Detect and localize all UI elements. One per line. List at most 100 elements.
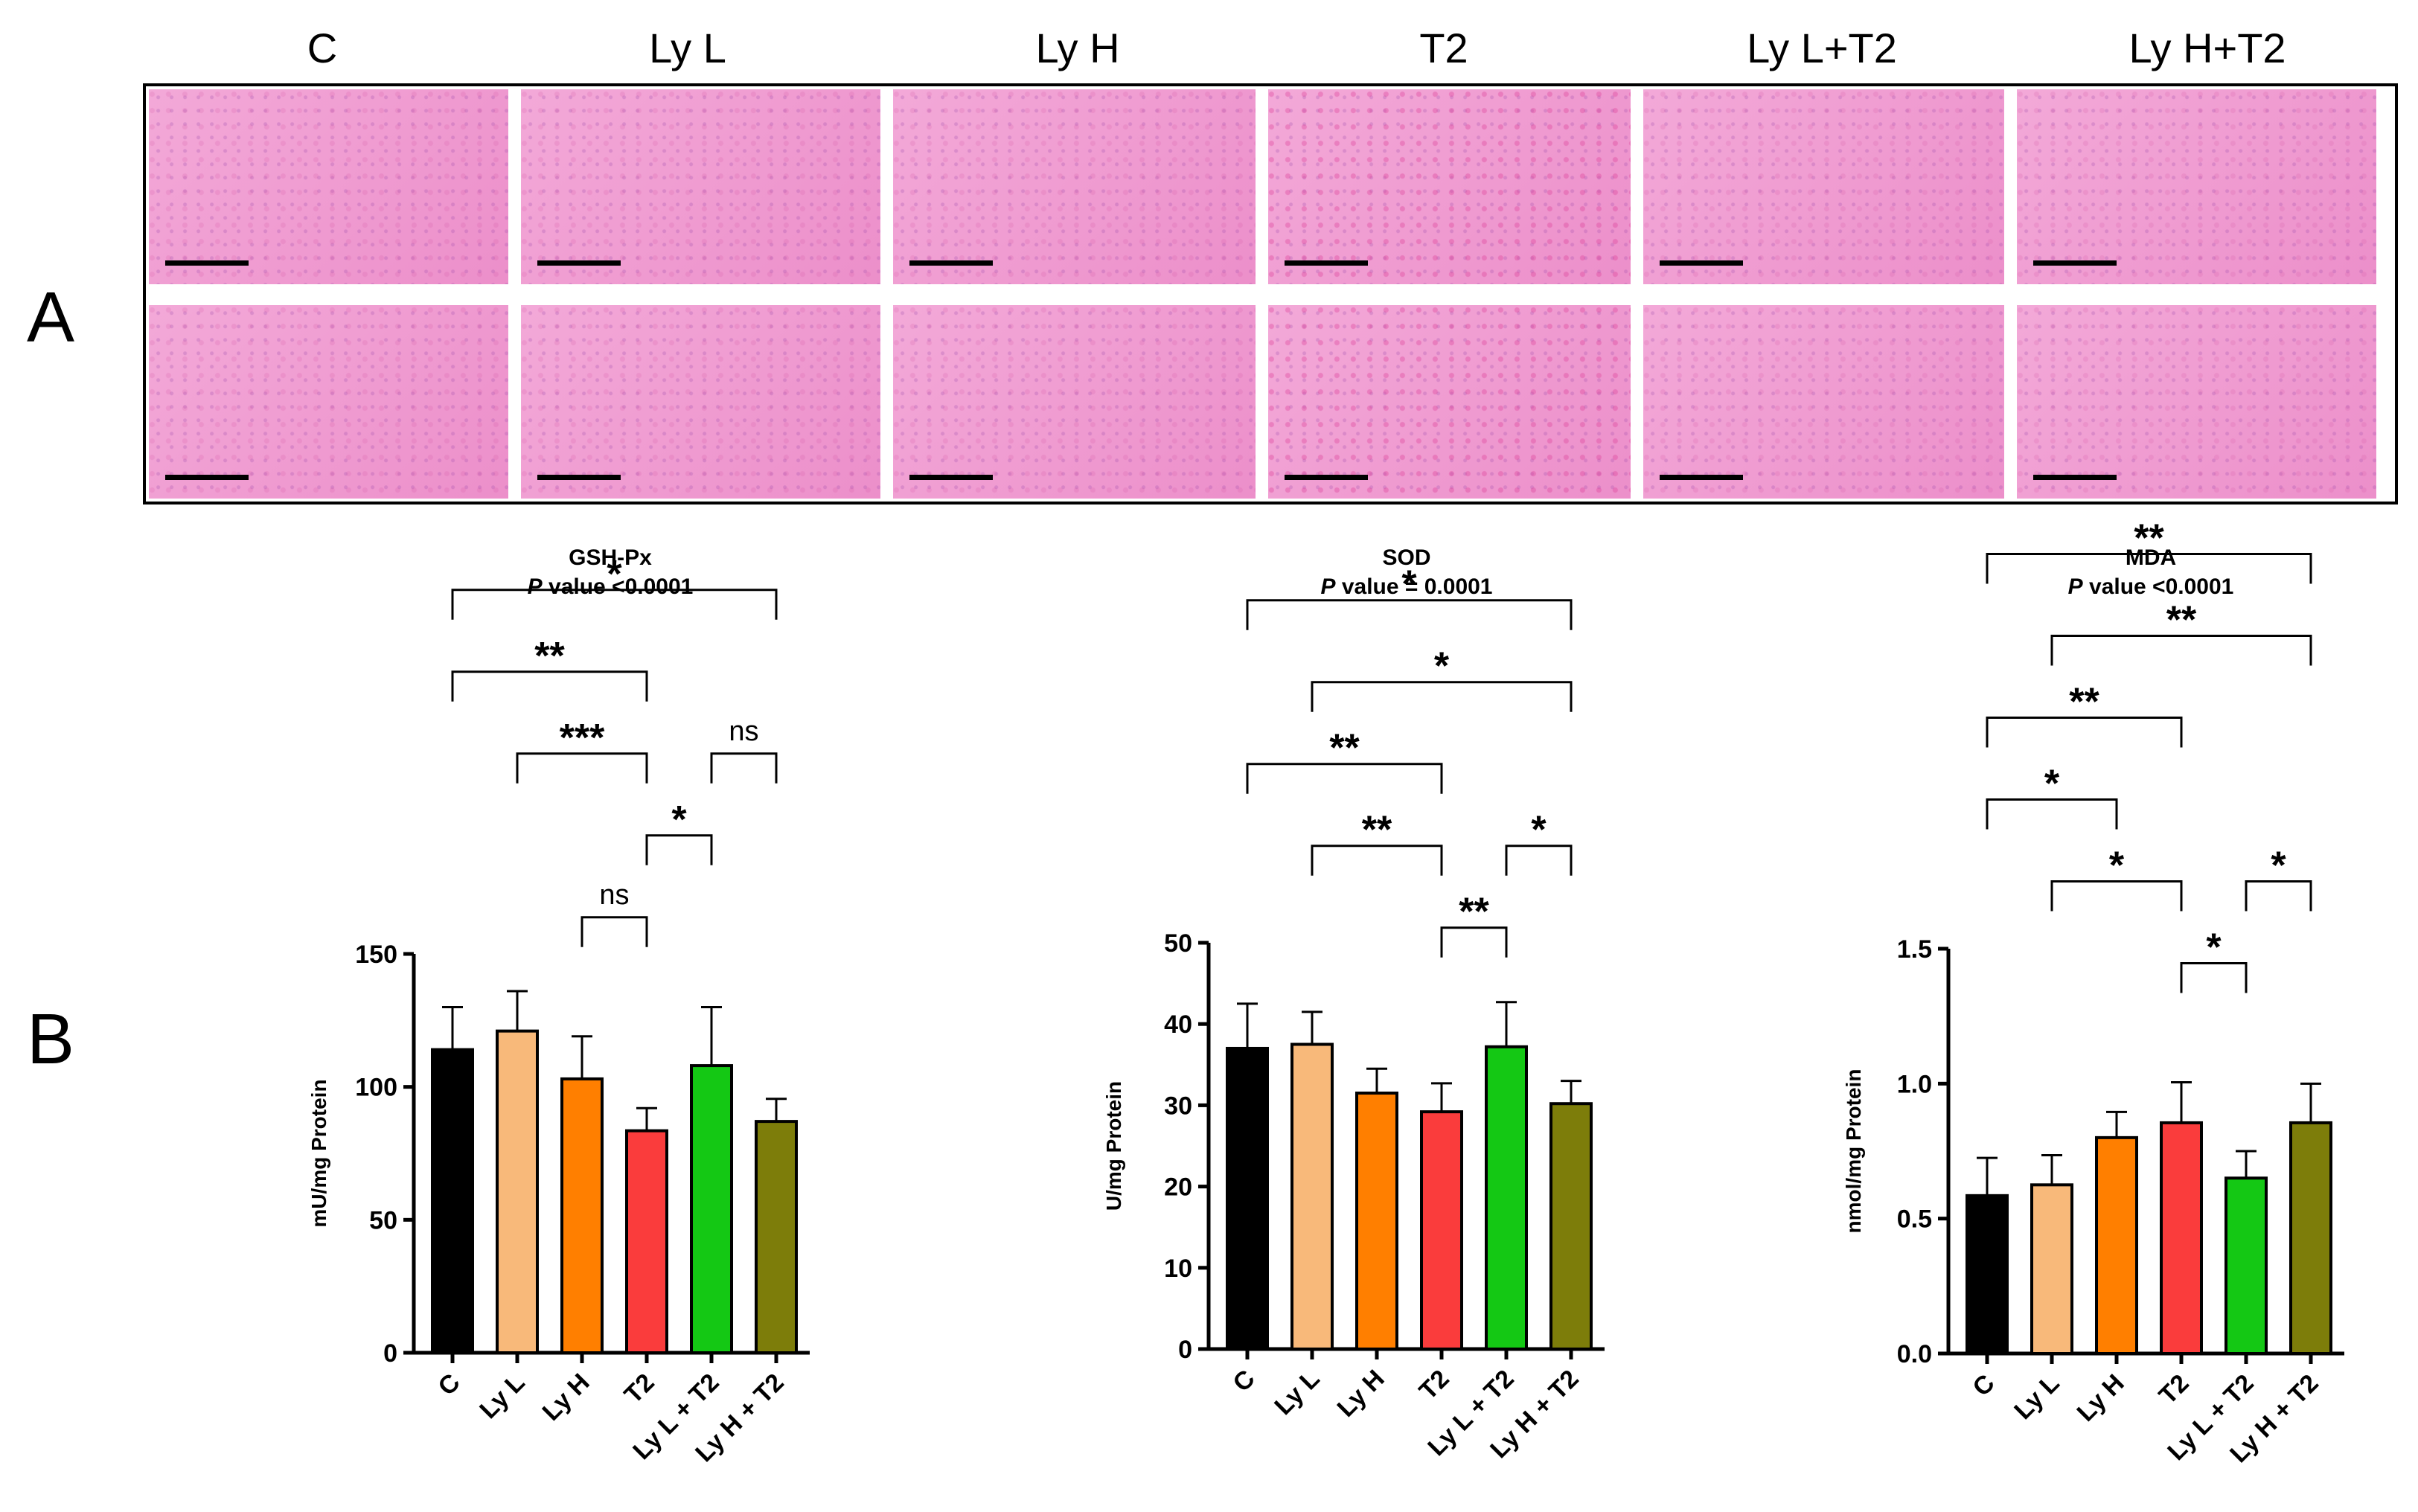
histology-tile [893, 305, 1256, 499]
significance-label: ns [599, 880, 629, 911]
column-label-ly-l-t2: Ly L+T2 [1747, 25, 1897, 71]
scale-bar [1660, 475, 1743, 480]
significance-label: ** [1362, 809, 1392, 852]
panel-a-histology: A C Ly L Ly H T2 Ly L+T2 Ly H+T2 [0, 0, 2418, 521]
significance-bracket [1440, 926, 1508, 958]
x-tick-label: C [1227, 1365, 1260, 1397]
histology-tile [1643, 305, 2004, 499]
significance-bracket [1986, 798, 2118, 830]
significance-bracket [451, 670, 648, 702]
panel-label-b: B [27, 999, 75, 1079]
chart-sod: SOD P value = 0.0001 0 10 20 30 40 50 U/mg Prote… [1102, 545, 1605, 1464]
y-tick-label: 0.5 [1897, 1205, 1932, 1234]
significance-label: * [671, 798, 687, 842]
significance-label: ** [2069, 681, 2099, 724]
significance-label: * [2044, 763, 2060, 806]
significance-label: ** [2166, 599, 2197, 642]
significance-bracket [516, 752, 648, 784]
histology-tile [2017, 305, 2376, 499]
significance-label: ** [534, 635, 565, 678]
chart-gsh-px: GSH-Px P value <0.0001 0 50 100 150 mU/mg Prot… [307, 545, 810, 1467]
significance-bracket [2050, 880, 2183, 912]
y-axis-label: nmol/mg Protein [1842, 1069, 1865, 1234]
bar [560, 1077, 604, 1354]
significance-label: * [2109, 845, 2125, 888]
bar [1226, 1046, 1269, 1351]
y-tick-label: 30 [1164, 1092, 1192, 1120]
scale-bar [537, 260, 621, 266]
histology-tile [149, 305, 508, 499]
scale-bar [2033, 260, 2117, 266]
chart-title: SOD [1382, 545, 1430, 570]
x-tick-label: C [1967, 1369, 2000, 1402]
significance-label: * [1531, 809, 1547, 852]
subtitle-text: value <0.0001 [543, 574, 694, 599]
y-tick-label: 1.5 [1897, 935, 1932, 964]
histology-tile [521, 89, 880, 284]
significance-bracket [580, 916, 648, 947]
bar [496, 1029, 539, 1354]
y-tick-label: 1.0 [1897, 1070, 1932, 1098]
bar [1355, 1092, 1398, 1351]
y-tick-label: 40 [1164, 1010, 1192, 1039]
scale-bar [165, 475, 249, 480]
histology-tile [149, 89, 508, 284]
bar [2289, 1121, 2332, 1355]
y-tick-label: 0.0 [1897, 1340, 1932, 1368]
x-tick-label: Ly L [474, 1368, 530, 1424]
y-tick-label: 50 [369, 1206, 397, 1234]
chart-mda: MDA P value <0.0001 0.0 0.5 1.0 1.5 nmol/mg Pr… [1842, 521, 2344, 1468]
y-tick-label: 0 [383, 1339, 397, 1368]
bar [1966, 1194, 2009, 1356]
significance-bracket [1505, 845, 1573, 876]
y-tick-label: 100 [355, 1074, 397, 1102]
scale-bar [2033, 475, 2117, 480]
significance-label: ** [1329, 727, 1360, 770]
x-tick-label: Ly L [2009, 1369, 2064, 1425]
histology-tile [2017, 89, 2376, 284]
scale-bar [909, 260, 993, 266]
x-tick-label: Ly H [1332, 1365, 1390, 1423]
significance-bracket [1246, 763, 1443, 794]
x-tick-label: T2 [619, 1368, 660, 1409]
significance-label: * [1434, 645, 1450, 688]
subtitle-italic: P [528, 574, 543, 599]
significance-bracket [1311, 845, 1443, 876]
column-label-ly-h-t2: Ly H+T2 [2128, 25, 2286, 71]
significance-bracket [1986, 717, 2183, 748]
bar [2225, 1176, 2268, 1355]
significance-label: ** [1459, 891, 1489, 934]
significance-label: ns [729, 716, 758, 747]
significance-label: * [607, 553, 622, 596]
significance-bracket [645, 834, 713, 865]
significance-bracket [1246, 599, 1573, 630]
significance-bracket [2180, 962, 2248, 993]
panel-label-a: A [27, 278, 75, 357]
significance-label: *** [560, 717, 605, 760]
bar [2030, 1183, 2073, 1355]
histology-image-grid [143, 83, 2398, 504]
chart-subtitle: P value <0.0001 [2068, 574, 2234, 599]
scale-bar [165, 260, 249, 266]
y-tick-label: 10 [1164, 1255, 1192, 1283]
y-tick-label: 0 [1178, 1336, 1192, 1364]
x-tick-label: T2 [2154, 1369, 2195, 1410]
chart-subtitle: P value <0.0001 [528, 574, 694, 599]
chart-title: MDA [2126, 545, 2176, 570]
bar [2095, 1135, 2138, 1355]
subtitle-italic: P [2068, 574, 2084, 599]
bar [1485, 1045, 1528, 1351]
x-tick-label: T2 [1414, 1365, 1455, 1406]
bar [755, 1120, 798, 1354]
significance-bracket [451, 589, 778, 620]
column-label-c: C [307, 25, 338, 71]
chart-title: GSH-Px [569, 545, 652, 570]
x-tick-label: Ly L [1269, 1365, 1325, 1420]
y-tick-label: 150 [355, 941, 397, 969]
histology-tile [893, 89, 1256, 284]
bar [2160, 1121, 2203, 1355]
y-tick-label: 50 [1164, 929, 1192, 958]
x-tick-label: Ly H [537, 1368, 595, 1426]
column-label-t2: T2 [1419, 25, 1468, 71]
